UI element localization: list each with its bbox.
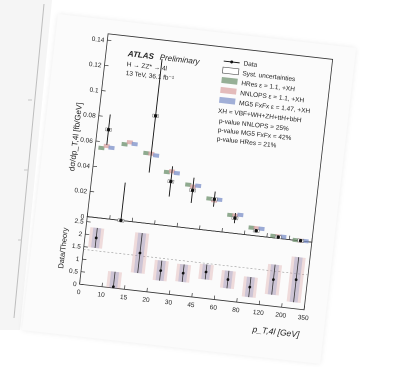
prediction-hres-bin-4 — [185, 182, 192, 188]
xtick-label: 350 — [297, 314, 309, 322]
prediction-nnlops-bin-1 — [126, 139, 134, 145]
ratio-ytick-label: 1.5 — [71, 243, 81, 251]
x-axis-title: p_T,4l [GeV] — [251, 324, 300, 339]
top-ytick-label: 0.1 — [89, 87, 99, 95]
ratio-ytick-label: 2.5 — [74, 218, 84, 226]
data-point-bin-4 — [190, 188, 195, 193]
prediction-hres-bin-8 — [270, 233, 277, 239]
energy-lumi-label: 13 TeV, 36.1 fb⁻¹ — [125, 70, 175, 83]
data-point-bin-9 — [298, 238, 303, 243]
top-ytick-label: 0.14 — [91, 36, 105, 44]
prediction-hres-bin-1 — [121, 141, 128, 147]
prediction-mg5-bin-0 — [108, 145, 115, 151]
xtick-label: 120 — [252, 309, 264, 317]
top-ytick-label: 0.08 — [83, 111, 97, 119]
prediction-mg5-bin-4 — [194, 183, 202, 189]
ratio-ytick-label: 0.5 — [69, 268, 79, 276]
prediction-mg5-bin-1 — [131, 141, 138, 147]
prediction-hres-bin-9 — [292, 237, 299, 243]
prediction-hres-bin-6 — [227, 212, 234, 218]
prediction-nnlops-bin-0 — [103, 143, 110, 149]
legend-hres-swatch — [221, 76, 238, 85]
top-ytick-label: 0.04 — [77, 162, 91, 170]
top-ytick-label: 0 — [80, 213, 85, 220]
top-panel-frame — [86, 33, 334, 243]
legend-nnlops-swatch — [220, 86, 237, 95]
prediction-hres-bin-2 — [143, 150, 150, 156]
prediction-hres-bin-0 — [98, 145, 105, 151]
pt4l-figure: ATLAS Preliminary H → ZZ* → 4l 13 TeV, 3… — [56, 33, 334, 339]
xtick-label: 60 — [209, 304, 217, 312]
ratio-unity-line — [83, 249, 309, 276]
prediction-mg5-bin-8 — [280, 234, 287, 240]
ratio-point-bin-1 — [111, 285, 115, 289]
ratio-point-bin-0 — [94, 236, 98, 240]
data-point-bin-6 — [233, 216, 237, 220]
prediction-hres-bin-7 — [248, 225, 255, 230]
y-axis-title-bottom: Data/Theory — [56, 227, 70, 269]
ratio-point-bin-9 — [294, 278, 298, 282]
top-ytick-label: 0.06 — [80, 137, 94, 145]
legend-syst-swatch — [222, 66, 240, 76]
xtick-label: 20 — [142, 296, 150, 304]
prediction-mg5-bin-7 — [258, 226, 265, 232]
data-point-bin-0 — [106, 127, 111, 132]
ratio-point-bin-2 — [138, 251, 142, 255]
data-point-bin-3 — [169, 179, 173, 184]
ratio-error-bin-1 — [112, 271, 116, 289]
prediction-mg5-bin-2 — [152, 153, 160, 158]
ratio-point-bin-6 — [226, 278, 230, 281]
prediction-mg5-bin-9 — [302, 238, 309, 244]
xtick-label: 10 — [97, 291, 105, 299]
ratio-ytick-label: 1 — [75, 256, 80, 263]
data-point-bin-1 — [119, 218, 123, 223]
ratio-panel-frame — [79, 216, 313, 311]
experiment-label: ATLAS — [126, 49, 155, 61]
prediction-hres-bin-3 — [163, 169, 171, 175]
data-point-bin-5 — [212, 197, 217, 201]
data-point-bin-7 — [254, 229, 258, 233]
top-ytick-label: 0.12 — [88, 61, 102, 69]
xtick-label: 80 — [232, 307, 240, 315]
xtick-label: 0 — [76, 289, 81, 296]
xtick-label: 45 — [187, 302, 195, 310]
ratio-ytick-label: 0 — [72, 281, 77, 288]
ratio-point-bin-3 — [159, 269, 163, 273]
xtick-label: 15 — [120, 294, 128, 302]
xtick-label: 200 — [275, 312, 287, 320]
ratio-point-bin-7 — [248, 285, 252, 289]
neighbor-plot-axis — [13, 3, 45, 319]
top-ytick-label: 0.02 — [74, 187, 88, 195]
prediction-hres-bin-5 — [206, 196, 213, 201]
prediction-mg5-bin-6 — [237, 212, 244, 218]
xtick-label: 30 — [164, 299, 172, 307]
data-point-bin-8 — [276, 235, 280, 239]
legend: Data Syst. uncertainties HRes ε = 1.1, +… — [216, 60, 310, 149]
legend-mg5-swatch — [218, 96, 236, 105]
ratio-point-bin-8 — [272, 278, 275, 282]
data-error-bin-1 — [120, 182, 126, 221]
prediction-mg5-bin-5 — [216, 197, 223, 203]
prediction-mg5-bin-3 — [173, 170, 181, 176]
process-label: H → ZZ* → 4l — [126, 61, 168, 73]
status-label: Preliminary — [159, 53, 201, 67]
data-point-bin-2 — [153, 114, 158, 118]
legend-data: Data — [243, 60, 258, 69]
figure-page: ATLAS Preliminary H → ZZ* → 4l 13 TeV, 3… — [22, 14, 357, 364]
ratio-ytick-label: 2 — [78, 231, 83, 238]
ratio-point-bin-4 — [181, 271, 185, 275]
ratio-point-bin-5 — [204, 270, 208, 274]
